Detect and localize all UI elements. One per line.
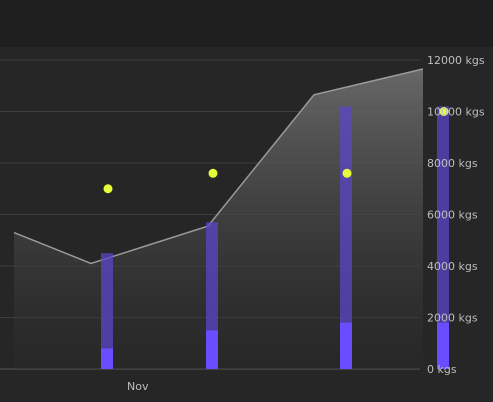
y-tick-label: 4000 kgs xyxy=(427,260,478,273)
bar-inner xyxy=(101,348,113,369)
area-fill xyxy=(14,69,423,369)
data-point xyxy=(439,107,449,116)
x-axis: Nov xyxy=(127,380,149,393)
bar-inner xyxy=(437,322,449,369)
y-tick-label: 10000 kgs xyxy=(427,106,485,119)
area-series xyxy=(13,68,424,369)
bar-inner xyxy=(206,330,218,369)
point-series xyxy=(103,107,449,194)
bar-inner xyxy=(340,322,352,369)
data-point xyxy=(103,184,113,194)
y-tick-label: 12000 kgs xyxy=(427,54,485,67)
bar-total xyxy=(101,253,113,369)
y-tick-label: 2000 kgs xyxy=(427,312,478,325)
data-point xyxy=(208,168,218,178)
y-tick-label: 0 kgs xyxy=(427,363,457,376)
bar-total xyxy=(437,106,449,369)
data-point xyxy=(342,168,352,178)
y-axis: 0 kgs 2000 kgs 4000 kgs 6000 kgs 8000 kgs 100… xyxy=(427,54,485,376)
top-bar xyxy=(0,0,493,47)
y-tick-label: 8000 kgs xyxy=(427,157,478,170)
x-tick-label: Nov xyxy=(127,380,149,393)
y-tick-label: 6000 kgs xyxy=(427,209,478,222)
